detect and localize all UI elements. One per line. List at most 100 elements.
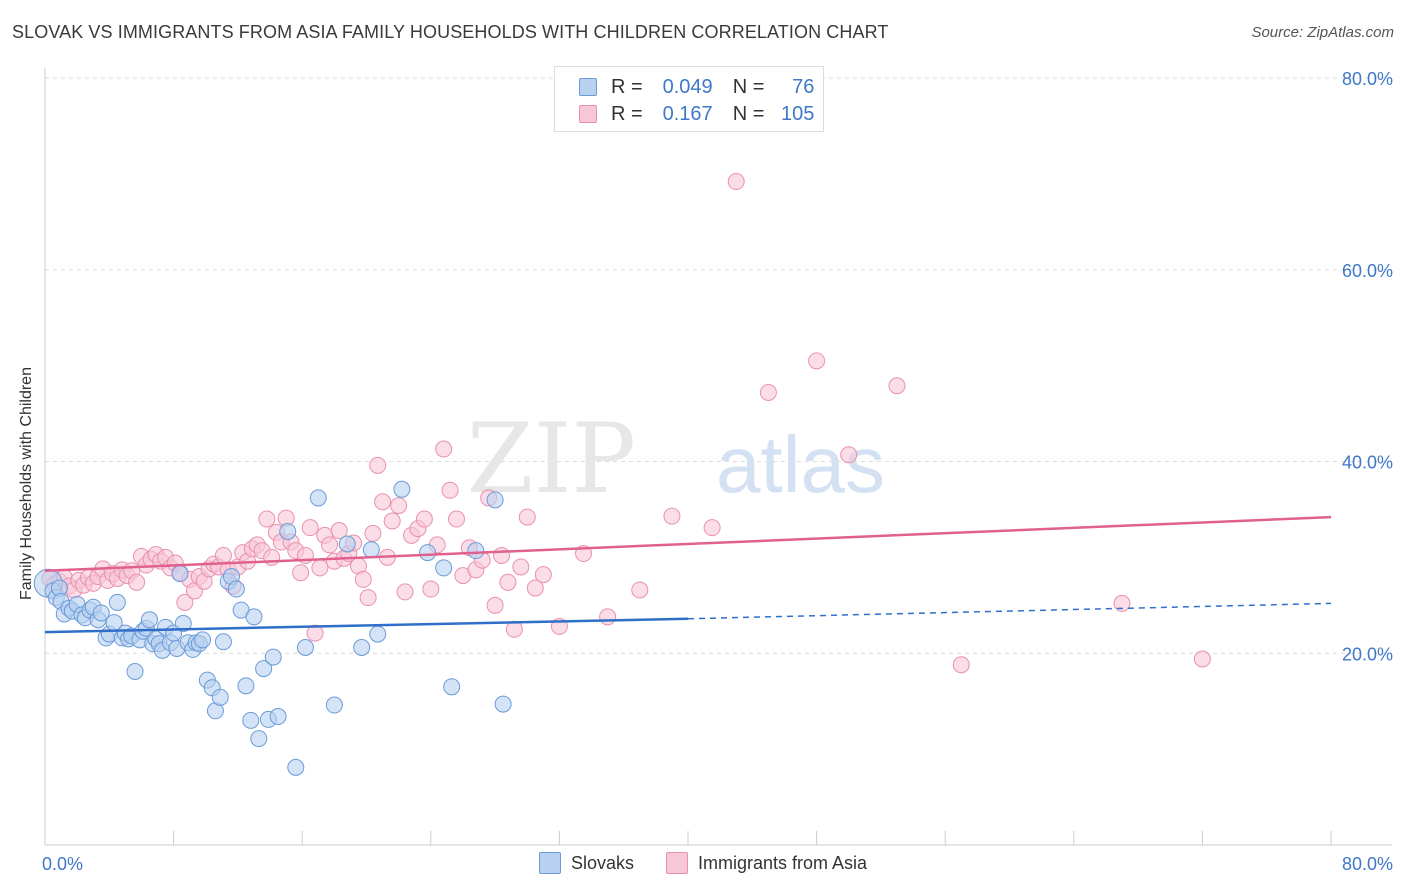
slovaks-point xyxy=(486,491,504,509)
asia-point xyxy=(263,548,281,566)
asia-point xyxy=(176,593,194,611)
watermark-atlas: atlas xyxy=(716,420,885,509)
asia-point xyxy=(663,507,681,525)
asia-point xyxy=(448,510,466,528)
slovaks-point xyxy=(362,541,380,559)
slovaks-point xyxy=(194,631,212,649)
asia-point xyxy=(493,546,511,564)
asia-point xyxy=(808,352,826,370)
asia-point xyxy=(888,377,906,395)
series-slovaks-points xyxy=(33,480,512,776)
asia-point xyxy=(435,440,453,458)
slovaks-point xyxy=(353,638,371,656)
asia-point xyxy=(599,608,617,626)
chart-title: SLOVAK VS IMMIGRANTS FROM ASIA FAMILY HO… xyxy=(12,22,889,42)
asia-point xyxy=(330,522,348,540)
asia-point xyxy=(396,583,414,601)
y-tick-label: 60.0% xyxy=(1342,261,1393,281)
slovaks-point xyxy=(419,544,437,562)
stats-row-slovaks: R = 0.049 N = 76 xyxy=(579,73,814,101)
asia-point xyxy=(631,581,649,599)
asia-point xyxy=(1193,650,1211,668)
slovaks-point xyxy=(443,678,461,696)
stats-row-asia: R = 0.167 N = 105 xyxy=(579,100,814,128)
tick-labels: 20.0% 40.0% 60.0% 80.0% 0.0% 80.0% xyxy=(42,69,1393,874)
asia-point xyxy=(214,546,232,564)
asia-point xyxy=(952,656,970,674)
slovaks-n-value: 76 xyxy=(792,75,815,98)
asia-point xyxy=(306,624,324,642)
asia-n-value: 105 xyxy=(781,102,815,125)
slovaks-swatch xyxy=(579,78,597,96)
legend-asia-swatch xyxy=(665,852,688,874)
slovaks-point xyxy=(174,615,192,633)
slovaks-point xyxy=(279,522,297,540)
slovaks-trend-extension xyxy=(687,602,1332,620)
y-axis-label: Family Households with Children xyxy=(18,367,35,600)
r-label: R = xyxy=(611,102,643,125)
legend: Slovaks Immigrants from Asia xyxy=(0,852,1406,874)
slovaks-point xyxy=(264,648,282,666)
slovaks-point xyxy=(211,688,229,706)
asia-point xyxy=(534,566,552,584)
legend-item-slovaks[interactable]: Slovaks xyxy=(538,852,634,874)
slovaks-point xyxy=(227,580,245,598)
asia-point xyxy=(292,564,310,582)
asia-point xyxy=(703,519,721,537)
asia-r-value: 0.167 xyxy=(662,102,713,125)
legend-asia-label: Immigrants from Asia xyxy=(697,852,868,873)
slovaks-point xyxy=(325,696,343,714)
slovaks-point xyxy=(140,611,158,629)
asia-point xyxy=(1113,594,1131,612)
y-tick-label: 20.0% xyxy=(1342,644,1393,664)
y-tick-label: 80.0% xyxy=(1342,69,1393,89)
asia-point xyxy=(518,508,536,526)
slovaks-point xyxy=(250,730,268,748)
watermark: ZIP atlas xyxy=(467,403,885,515)
stats-box: R = 0.049 N = 76 R = 0.167 N = 105 xyxy=(554,66,824,132)
asia-point xyxy=(526,579,544,597)
axis-layer xyxy=(44,68,1392,846)
asia-swatch xyxy=(579,105,597,123)
legend-slovaks-label: Slovaks xyxy=(570,852,634,873)
slovaks-point xyxy=(287,758,305,776)
slovaks-point xyxy=(171,565,189,583)
source-label: Source: ZipAtlas.com xyxy=(1251,24,1394,41)
asia-point xyxy=(301,519,319,537)
slovaks-point xyxy=(494,695,512,713)
x-tick-label: 80.0% xyxy=(1342,854,1393,874)
slovaks-point xyxy=(296,638,314,656)
slovaks-point xyxy=(255,660,273,678)
slovaks-point xyxy=(338,535,356,553)
slovaks-trend-line xyxy=(44,617,689,634)
asia-point xyxy=(486,596,504,614)
legend-item-asia[interactable]: Immigrants from Asia xyxy=(665,852,868,874)
asia-point xyxy=(383,512,401,530)
asia-point xyxy=(499,573,517,591)
slovaks-point xyxy=(269,708,287,726)
r-label: R = xyxy=(611,75,643,98)
slovaks-point xyxy=(435,559,453,577)
slovaks-point xyxy=(237,677,255,695)
asia-point xyxy=(727,173,745,191)
asia-point xyxy=(359,589,377,607)
asia-point xyxy=(369,456,387,474)
asia-point xyxy=(415,510,433,528)
slovaks-point xyxy=(369,625,387,643)
slovaks-point xyxy=(108,593,126,611)
slovaks-point xyxy=(242,711,260,729)
slovaks-point xyxy=(393,480,411,498)
slovaks-point xyxy=(467,542,485,560)
legend-slovaks-swatch xyxy=(538,852,561,874)
asia-point xyxy=(422,580,440,598)
slovaks-r-value: 0.049 xyxy=(662,75,713,98)
n-label: N = xyxy=(732,102,765,125)
asia-point xyxy=(390,497,408,515)
slovaks-point xyxy=(126,662,144,680)
asia-point xyxy=(759,383,777,401)
asia-point xyxy=(441,481,459,499)
slovaks-point xyxy=(92,604,110,622)
slovaks-point xyxy=(245,608,263,626)
y-tick-label: 40.0% xyxy=(1342,453,1393,473)
asia-point xyxy=(354,570,372,588)
